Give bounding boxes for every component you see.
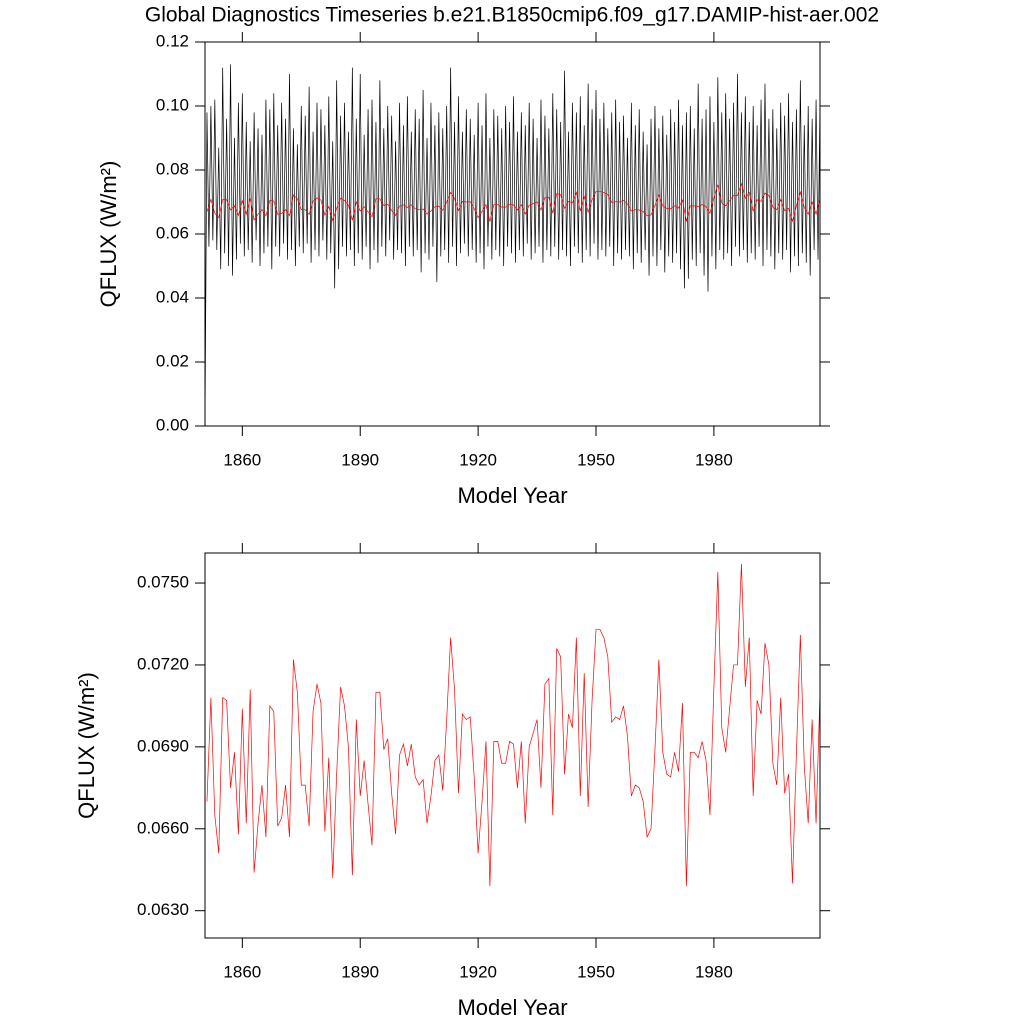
plot-frame: [204, 552, 821, 939]
y-tick-label: 0.0630: [137, 900, 189, 919]
x-axis-label: Model Year: [457, 995, 567, 1020]
x-tick-label: 1920: [459, 962, 497, 981]
y-tick-label: 0.0660: [137, 818, 189, 837]
chart-title: Global Diagnostics Timeseries b.e21.B185…: [145, 4, 879, 27]
x-axis-label: Model Year: [457, 483, 567, 508]
x-tick-label: 1890: [341, 962, 379, 981]
y-tick-label: 0.06: [156, 223, 189, 242]
x-tick-label: 1980: [695, 962, 733, 981]
x-tick-label: 1860: [223, 962, 261, 981]
data-line: [204, 64, 821, 427]
plot-frame: [204, 41, 821, 427]
x-tick-label: 1950: [577, 962, 615, 981]
y-tick-label: 0.0750: [137, 573, 189, 592]
data-line: [206, 563, 821, 887]
y-axis-label: QFLUX (W/m²): [74, 672, 99, 819]
y-tick-label: 0.02: [156, 351, 189, 370]
y-tick-label: 0.00: [156, 415, 189, 434]
y-tick-label: 0.12: [156, 31, 189, 50]
x-tick-label: 1860: [223, 450, 261, 469]
y-tick-label: 0.04: [156, 287, 189, 306]
x-tick-label: 1950: [577, 450, 615, 469]
y-tick-label: 0.10: [156, 95, 189, 114]
x-tick-label: 1890: [341, 450, 379, 469]
data-line: [206, 182, 821, 223]
y-tick-label: 0.08: [156, 159, 189, 178]
y-tick-label: 0.0690: [137, 736, 189, 755]
x-tick-label: 1920: [459, 450, 497, 469]
x-tick-label: 1980: [695, 450, 733, 469]
y-axis-label: QFLUX (W/m²): [96, 161, 121, 308]
y-tick-label: 0.0720: [137, 654, 189, 673]
